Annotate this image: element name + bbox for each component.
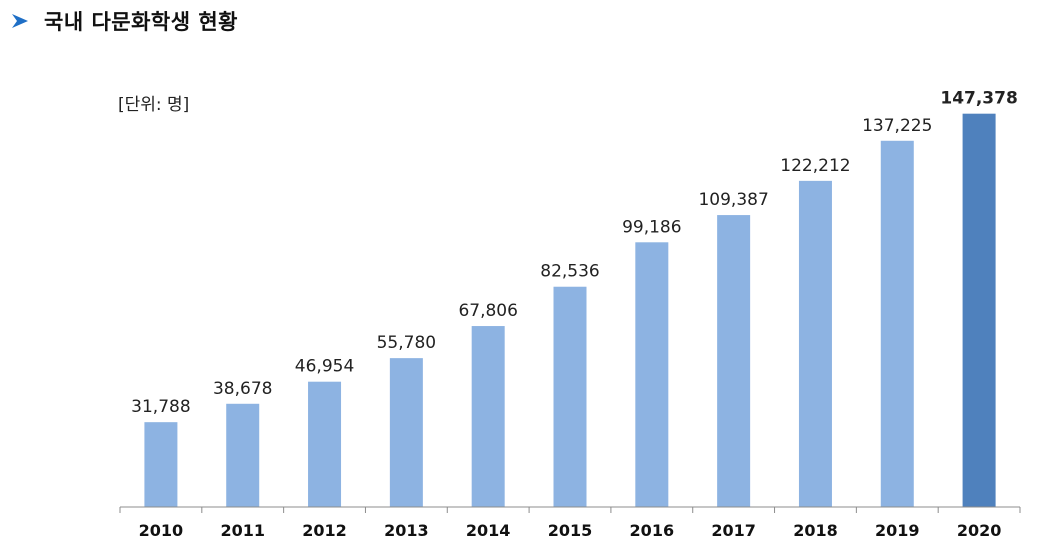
bar-2012 (308, 381, 342, 507)
title-bar: 국내 다문화학생 현황 (10, 6, 238, 36)
bar-2017 (717, 215, 751, 508)
x-tick-label-2020: 2020 (957, 521, 1002, 540)
bar-2020 (962, 113, 996, 507)
unit-label: [단위: 명] (118, 95, 190, 115)
x-tick-label-2013: 2013 (384, 521, 429, 540)
value-label-2020: 147,378 (940, 89, 1017, 109)
value-label-2016: 99,186 (622, 217, 681, 237)
bars-group: 31,788 38,678 46,954 55,780 67,806 82,536 99,1… (131, 89, 1018, 508)
value-label-2012: 46,954 (295, 357, 354, 377)
x-tick-label-2017: 2017 (711, 521, 756, 540)
x-tick-label-2014: 2014 (466, 521, 511, 540)
bar-2010 (144, 422, 178, 507)
x-tick-label-2010: 2010 (139, 521, 184, 540)
x-tick-label-2012: 2012 (302, 521, 347, 540)
bar-2014 (471, 326, 505, 507)
bar-2013 (389, 358, 423, 507)
bar-2018 (798, 180, 832, 507)
value-label-2010: 31,788 (131, 397, 190, 417)
value-label-2014: 67,806 (458, 301, 517, 321)
value-label-2011: 38,678 (213, 379, 272, 399)
bar-2011 (226, 403, 260, 507)
x-axis: 2010 2011 2012 2013 2014 2015 2016 2017 2018 2019… (119, 506, 1021, 540)
x-tick-label-2018: 2018 (793, 521, 838, 540)
x-tick-label-2019: 2019 (875, 521, 920, 540)
value-label-2013: 55,780 (377, 333, 436, 353)
x-tick-label-2011: 2011 (220, 521, 265, 540)
x-tick-label-2015: 2015 (548, 521, 593, 540)
bar-2015 (553, 286, 587, 507)
page-title: 국내 다문화학생 현황 (44, 10, 239, 34)
value-label-2017: 109,387 (698, 190, 768, 210)
x-tick-label-2016: 2016 (630, 521, 675, 540)
chevron-right-arrow-icon (12, 14, 28, 28)
value-label-2019: 137,225 (862, 116, 932, 136)
bar-2016 (635, 242, 669, 507)
value-label-2015: 82,536 (540, 262, 599, 282)
bar-2019 (880, 140, 914, 508)
value-label-2018: 122,212 (780, 156, 850, 176)
